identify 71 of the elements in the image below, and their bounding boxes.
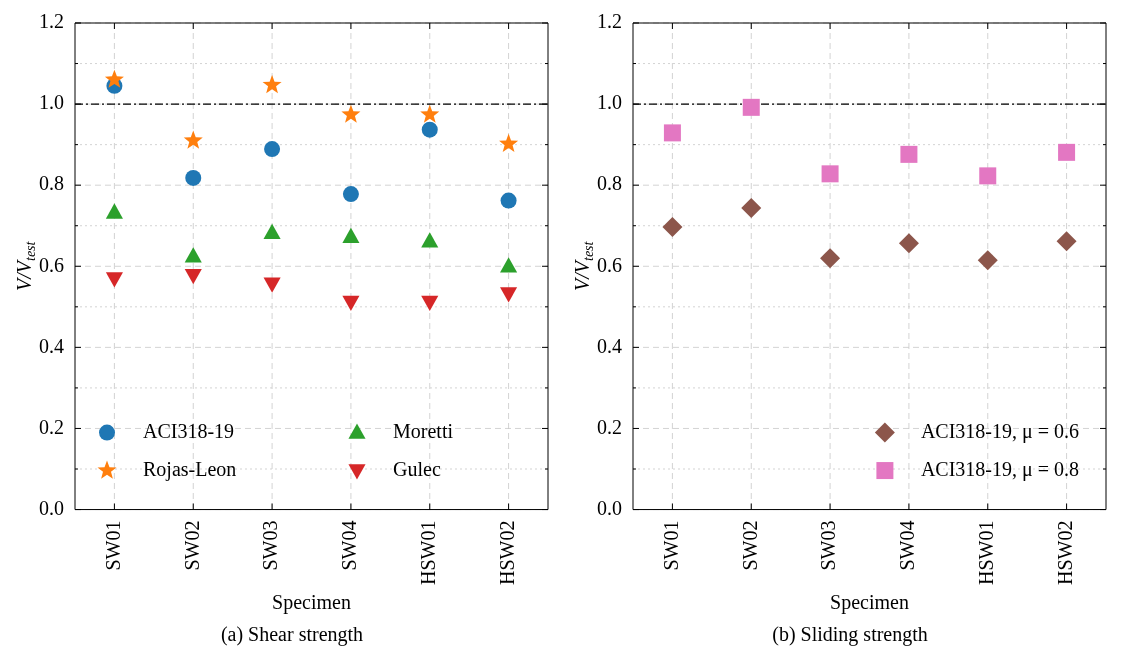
point bbox=[185, 169, 202, 186]
point bbox=[979, 167, 997, 185]
point bbox=[263, 277, 281, 293]
y-tick-label: 0.2 bbox=[597, 415, 622, 438]
text: (a) Shear strength bbox=[220, 623, 364, 647]
y-tick-label: 0.6 bbox=[39, 253, 64, 276]
y-tick-label: 0.8 bbox=[597, 172, 622, 195]
legend-label: Moretti bbox=[393, 419, 454, 442]
point bbox=[342, 186, 359, 203]
point bbox=[821, 165, 839, 183]
point bbox=[500, 257, 518, 273]
x-tick-label: SW03 bbox=[259, 520, 282, 571]
x-axis-title: Specimen bbox=[272, 591, 351, 615]
point bbox=[184, 268, 202, 285]
point bbox=[500, 192, 517, 209]
point bbox=[421, 232, 439, 248]
point bbox=[184, 247, 202, 263]
y-tick-label: 1.0 bbox=[39, 91, 64, 114]
point bbox=[820, 248, 841, 269]
point bbox=[500, 287, 518, 303]
point bbox=[662, 216, 683, 237]
x-tick-label: SW01 bbox=[101, 520, 124, 571]
x-axis-title: Specimen bbox=[830, 591, 909, 615]
legend-label: Gulec bbox=[393, 457, 441, 480]
point bbox=[262, 75, 282, 94]
point bbox=[341, 104, 361, 123]
point bbox=[663, 124, 681, 142]
y-tick-label: 1.0 bbox=[597, 91, 622, 114]
point bbox=[183, 130, 203, 149]
point bbox=[263, 223, 281, 239]
x-tick-label: SW02 bbox=[738, 520, 761, 571]
point bbox=[420, 104, 440, 123]
point bbox=[342, 227, 360, 243]
x-tick-label: HSW02 bbox=[1053, 520, 1076, 586]
point bbox=[898, 233, 919, 254]
y-tick-label: 0.0 bbox=[39, 496, 64, 519]
x-tick-label: HSW01 bbox=[417, 520, 439, 586]
point bbox=[421, 295, 439, 311]
x-tick-label: SW01 bbox=[659, 520, 682, 571]
y-tick-label: 1.2 bbox=[39, 10, 64, 33]
point bbox=[977, 250, 998, 271]
x-tick-label: SW03 bbox=[817, 520, 840, 571]
point bbox=[104, 69, 124, 88]
point bbox=[421, 121, 438, 138]
y-tick-label: 0.4 bbox=[39, 334, 64, 357]
point bbox=[742, 98, 760, 116]
x-tick-label: SW04 bbox=[896, 520, 919, 571]
y-tick-label: 1.2 bbox=[597, 10, 622, 33]
point bbox=[105, 272, 123, 288]
legend-label: ACI318-19, μ = 0.8 bbox=[920, 457, 1079, 481]
x-tick-label: SW02 bbox=[180, 520, 203, 571]
legend-label: Rojas-Leon bbox=[143, 457, 237, 481]
point bbox=[741, 197, 762, 218]
point bbox=[264, 141, 281, 158]
y-tick-label: 0.8 bbox=[39, 172, 64, 195]
y-tick-label: 0.4 bbox=[597, 334, 622, 357]
legend-label: ACI318-19, μ = 0.6 bbox=[920, 419, 1079, 443]
x-tick-label: HSW01 bbox=[975, 520, 997, 586]
point bbox=[499, 133, 519, 152]
point bbox=[1056, 231, 1077, 252]
y-tick-label: 0.6 bbox=[597, 253, 622, 276]
point bbox=[1058, 143, 1076, 161]
point bbox=[342, 295, 360, 311]
y-tick-label: 0.0 bbox=[597, 496, 622, 519]
text: (b) Sliding strength bbox=[772, 623, 928, 647]
x-tick-label: SW04 bbox=[338, 520, 361, 571]
point bbox=[900, 145, 918, 163]
legend-label: ACI318-19 bbox=[143, 419, 235, 442]
y-tick-label: 0.2 bbox=[39, 415, 64, 438]
point bbox=[105, 203, 123, 219]
x-tick-label: HSW02 bbox=[495, 520, 518, 586]
